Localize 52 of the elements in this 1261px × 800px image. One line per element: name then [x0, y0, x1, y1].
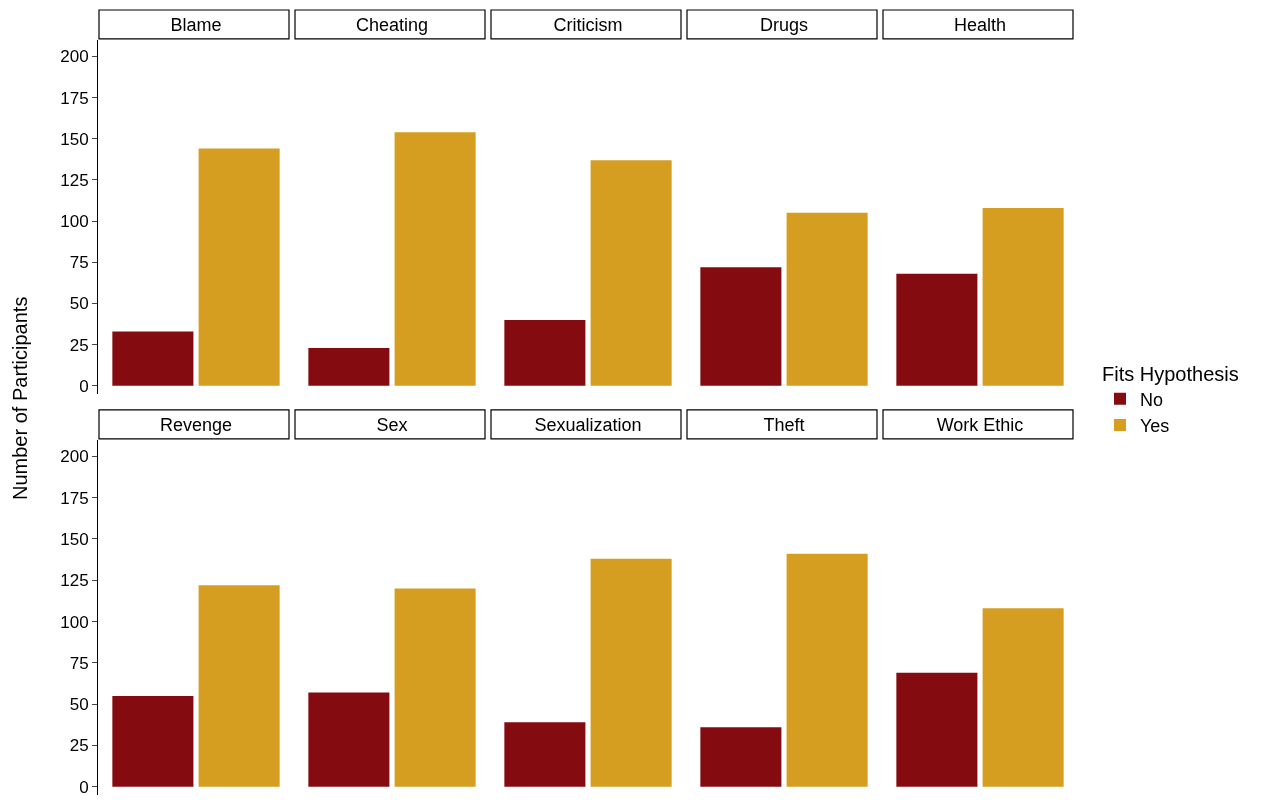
- bar: [308, 692, 390, 787]
- bar: [700, 267, 782, 386]
- bar: [982, 207, 1064, 386]
- bar: [896, 273, 978, 386]
- y-tick-label: 150: [60, 129, 89, 149]
- x-tick-label: Work Ethic: [936, 415, 1024, 436]
- y-tick-label: 125: [60, 170, 89, 190]
- bar: [394, 132, 476, 386]
- y-axis-title: Number of Participants: [9, 296, 31, 500]
- y-tick-label: 0: [79, 376, 89, 396]
- y-tick-label: 175: [60, 488, 89, 508]
- bar: [590, 558, 672, 787]
- bar: [112, 331, 194, 386]
- bar: [198, 148, 280, 386]
- y-tick-label: 25: [69, 736, 89, 756]
- y-tick-label: 125: [60, 571, 89, 591]
- x-tick-label: Criticism: [553, 15, 623, 36]
- x-tick-label: Sex: [376, 415, 408, 436]
- y-tick-label: 50: [69, 294, 89, 314]
- bar: [112, 695, 194, 787]
- bar: [982, 608, 1064, 787]
- bar: [896, 672, 978, 787]
- x-tick-label: Theft: [763, 415, 805, 436]
- bar: [504, 722, 586, 787]
- y-tick-label: 100: [60, 612, 89, 632]
- bar: [308, 347, 390, 386]
- bar: [700, 727, 782, 787]
- y-tick-label: 75: [69, 653, 89, 673]
- bar: [504, 319, 586, 386]
- y-tick-label: 175: [60, 88, 89, 108]
- bar: [198, 585, 280, 787]
- bar: [786, 212, 868, 386]
- legend-label: Yes: [1140, 416, 1170, 437]
- y-tick-label: 25: [69, 335, 89, 355]
- y-tick-label: 150: [60, 529, 89, 549]
- legend-label: No: [1140, 389, 1164, 410]
- x-tick-label: Drugs: [759, 15, 809, 36]
- x-tick-label: Blame: [170, 15, 222, 36]
- x-tick-label: Sexualization: [534, 415, 642, 436]
- y-tick-label: 100: [60, 212, 89, 232]
- y-tick-label: 50: [69, 695, 89, 715]
- x-tick-label: Revenge: [159, 415, 233, 436]
- bar: [786, 553, 868, 787]
- x-tick-label: Cheating: [355, 15, 429, 36]
- x-tick-label: Health: [953, 15, 1007, 36]
- y-tick-label: 0: [79, 777, 89, 797]
- y-tick-label: 200: [60, 47, 89, 67]
- y-tick-label: 200: [60, 447, 89, 467]
- y-tick-label: 75: [69, 253, 89, 273]
- bar: [394, 588, 476, 787]
- legend-title: Fits Hypothesis: [1102, 362, 1239, 385]
- bar: [590, 160, 672, 386]
